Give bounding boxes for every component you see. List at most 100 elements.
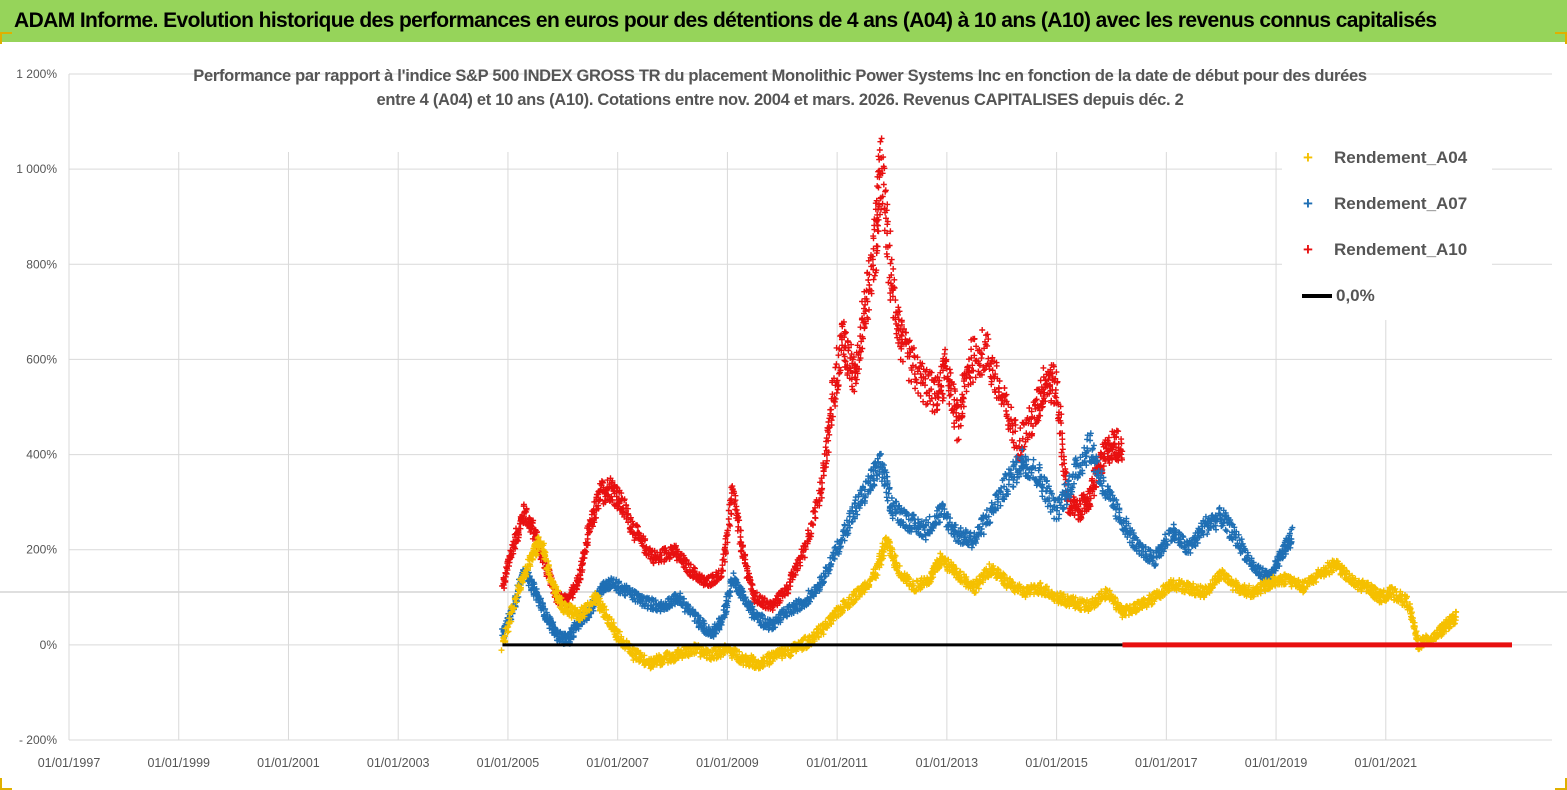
point-rendement-a10	[888, 256, 895, 263]
point-rendement-a10	[996, 385, 1002, 392]
point-rendement-a10	[616, 500, 623, 507]
point-rendement-a10	[609, 477, 616, 484]
point-rendement-a10	[874, 183, 881, 190]
y-axis: - 200%0%200%400%600%800%1 000%1 200%	[16, 67, 57, 747]
y-tick-label: 1 200%	[16, 67, 57, 81]
point-rendement-a10	[735, 523, 742, 530]
point-rendement-a10	[876, 147, 883, 153]
x-tick-label: 01/01/2021	[1355, 756, 1418, 770]
point-rendement-a10	[749, 582, 756, 589]
point-rendement-a10	[596, 497, 603, 504]
point-rendement-a10	[725, 507, 732, 514]
point-rendement-a10	[719, 567, 726, 574]
point-rendement-a07	[926, 513, 933, 520]
point-rendement-a10	[634, 523, 641, 530]
point-rendement-a10	[527, 528, 534, 535]
point-rendement-a10	[877, 138, 884, 145]
point-rendement-a10	[825, 419, 832, 425]
point-rendement-a10	[624, 511, 631, 518]
x-tick-label: 01/01/2011	[806, 756, 868, 770]
point-rendement-a10	[1001, 385, 1008, 391]
point-rendement-a10	[875, 184, 882, 191]
x-tick-label: 01/01/2007	[586, 756, 649, 770]
point-rendement-a10	[504, 567, 511, 574]
point-rendement-a10	[1115, 428, 1122, 435]
point-rendement-a10	[1059, 446, 1066, 453]
point-rendement-a10	[624, 505, 631, 512]
point-rendement-a10	[589, 523, 596, 530]
point-rendement-a10	[717, 574, 724, 581]
point-rendement-a10	[526, 516, 533, 522]
point-rendement-a10	[682, 564, 688, 571]
point-rendement-a10	[599, 479, 606, 486]
x-axis: 01/01/1997 01/01/1999 01/01/2001 01/01/2003…	[38, 756, 1417, 770]
point-rendement-a10	[865, 277, 872, 283]
point-rendement-a10	[609, 497, 616, 504]
point-rendement-a07	[1162, 531, 1169, 538]
point-rendement-a10	[871, 272, 878, 279]
point-rendement-a10	[1059, 436, 1066, 443]
point-rendement-a10	[621, 497, 628, 504]
point-rendement-a10	[825, 425, 832, 432]
grid	[0, 73, 1567, 741]
corner-marker	[0, 778, 12, 790]
point-rendement-a10	[947, 369, 954, 376]
point-rendement-a10	[534, 529, 540, 535]
point-rendement-a10	[583, 548, 590, 555]
point-rendement-a10	[613, 488, 620, 495]
corner-marker	[1555, 778, 1567, 790]
point-rendement-a10	[510, 550, 517, 557]
point-rendement-a10	[631, 537, 638, 544]
point-rendement-a10	[523, 505, 530, 512]
point-rendement-a10	[580, 560, 586, 567]
point-rendement-a10	[777, 597, 784, 604]
point-rendement-a10	[828, 417, 835, 424]
point-rendement-a10	[1053, 369, 1060, 376]
point-rendement-a10	[691, 568, 698, 575]
point-rendement-a10	[946, 366, 953, 373]
banner-title: ADAM Informe. Evolution historique des p…	[14, 9, 1437, 32]
point-rendement-a10	[597, 496, 604, 503]
point-rendement-a10	[521, 513, 527, 520]
point-rendement-a10	[529, 520, 536, 527]
x-tick-label: 01/01/2001	[257, 756, 320, 770]
point-rendement-a10	[887, 260, 894, 267]
point-rendement-a07	[1030, 456, 1037, 463]
point-rendement-a10	[884, 253, 891, 260]
point-rendement-a10	[623, 501, 629, 508]
y-tick-label: 200%	[26, 543, 57, 557]
point-rendement-a10	[1040, 364, 1047, 371]
point-rendement-a10	[737, 527, 744, 534]
point-rendement-a10	[946, 392, 953, 399]
point-rendement-a10	[822, 464, 829, 470]
point-rendement-a10	[968, 346, 975, 353]
point-rendement-a10	[732, 497, 739, 504]
point-rendement-a07	[1223, 528, 1230, 535]
point-rendement-a10	[501, 585, 508, 592]
corner-marker	[1555, 32, 1567, 44]
point-rendement-a10	[802, 546, 809, 553]
point-rendement-a10	[736, 517, 743, 524]
point-rendement-a10	[825, 449, 832, 456]
point-rendement-a10	[785, 586, 792, 593]
x-tick-label: 01/01/1999	[147, 756, 210, 770]
point-rendement-a10	[738, 547, 745, 554]
corner-marker	[0, 32, 12, 44]
point-rendement-a10	[787, 583, 794, 590]
point-rendement-a10	[979, 327, 986, 333]
point-rendement-a10	[515, 534, 522, 541]
point-rendement-a10	[724, 527, 731, 534]
point-rendement-a10	[728, 511, 735, 518]
point-rendement-a10	[828, 406, 835, 413]
x-tick-label: 01/01/2017	[1135, 756, 1198, 770]
point-rendement-a10	[733, 507, 740, 513]
point-rendement-a10	[577, 575, 584, 582]
point-rendement-a10	[595, 505, 602, 512]
point-rendement-a10	[618, 490, 625, 497]
point-rendement-a10	[753, 589, 760, 596]
point-rendement-a07	[730, 570, 737, 577]
point-rendement-a10	[528, 523, 535, 530]
point-rendement-a10	[584, 542, 591, 549]
point-rendement-a10	[812, 515, 819, 522]
